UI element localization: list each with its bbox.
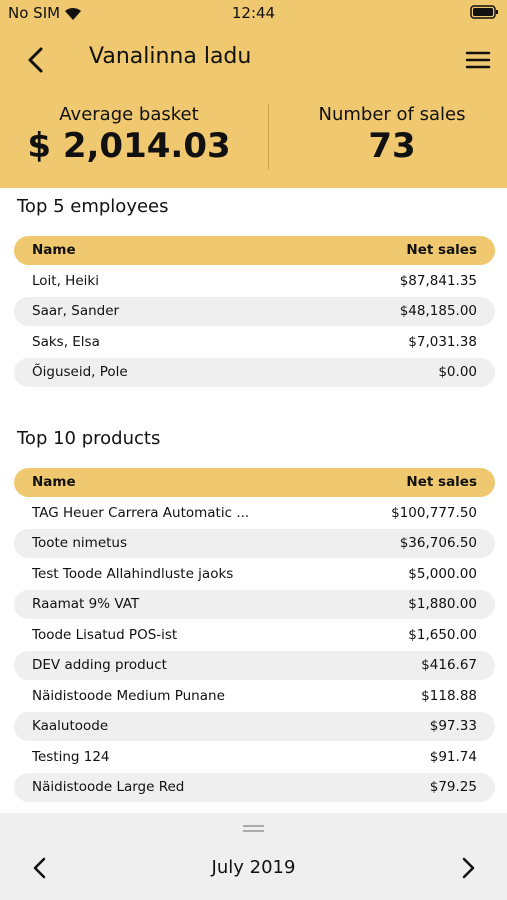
row-name: Kaalutoode [32, 718, 109, 734]
drag-handle[interactable] [243, 825, 264, 827]
stat-value: $ 2,014.03 [27, 126, 231, 166]
wifi-icon [65, 7, 81, 21]
table-row[interactable]: DEV adding product $416.67 [14, 651, 495, 680]
table-row[interactable]: Raamat 9% VAT $1,880.00 [14, 590, 495, 619]
column-header: Net sales [406, 242, 477, 258]
stat-label: Average basket [59, 104, 199, 125]
table-row[interactable]: Näidistoode Medium Punane $118.88 [14, 682, 495, 711]
row-net-sales: $1,650.00 [408, 626, 477, 643]
header-bar [0, 0, 507, 188]
carrier: No SIM [8, 4, 61, 22]
row-net-sales: $1,880.00 [408, 596, 477, 612]
row-net-sales: $7,031.38 [408, 333, 477, 350]
row-net-sales: $87,841.35 [399, 272, 477, 289]
table-row[interactable]: Toode Lisatud POS-ist $1,650.00 [14, 621, 495, 650]
row-name: DEV adding product [32, 657, 167, 673]
table-row[interactable]: TAG Heuer Carrera Automatic ... $100,777.… [14, 499, 495, 528]
row-name: Näidistoode Medium Punane [32, 687, 225, 704]
column-header: Net sales [406, 474, 477, 490]
table-row[interactable]: Toote nimetus $36,706.50 [14, 529, 495, 558]
column-header: Name [32, 474, 76, 490]
row-net-sales: $79.25 [429, 779, 477, 795]
row-name: Õiguseid, Pole [32, 364, 128, 380]
row-net-sales: $97.33 [429, 718, 477, 734]
battery-icon [470, 5, 498, 19]
row-name: TAG Heuer Carrera Automatic ... [32, 504, 250, 521]
period: July 2019 [211, 857, 296, 878]
table-row[interactable]: Saks, Elsa $7,031.38 [14, 328, 495, 357]
row-net-sales: $118.88 [421, 687, 477, 704]
footer-bar [0, 813, 507, 900]
row-name: Raamat 9% VAT [32, 596, 140, 612]
next-button[interactable] [458, 856, 478, 880]
table-row[interactable]: Näidistoode Large Red $79.25 [14, 773, 495, 802]
row-name: Näidistoode Large Red [32, 779, 185, 795]
table-row[interactable]: Saar, Sander $48,185.00 [14, 297, 495, 326]
table-row[interactable]: Testing 124 $91.74 [14, 743, 495, 772]
row-name: Toote nimetus [32, 535, 128, 551]
row-name: Saar, Sander [32, 303, 120, 319]
row-name: Test Toode Allahindluste jaoks [32, 565, 234, 582]
stat-label: Number of sales [318, 104, 466, 125]
table-header: Name Net sales [14, 468, 495, 497]
column-header: Name [32, 242, 76, 258]
table-row[interactable]: Õiguseid, Pole $0.00 [14, 358, 495, 387]
table-row[interactable]: Loit, Heiki $87,841.35 [14, 267, 495, 296]
stat-value: 73 [368, 126, 416, 166]
row-name: Toode Lisatud POS-ist [32, 626, 178, 643]
row-net-sales: $416.67 [421, 657, 477, 673]
row-name: Testing 124 [32, 748, 110, 765]
row-net-sales: $91.74 [429, 748, 477, 765]
table-row[interactable]: Test Toode Allahindluste jaoks $5,000.00 [14, 560, 495, 589]
row-name: Saks, Elsa [32, 333, 100, 350]
back-button[interactable] [24, 46, 48, 74]
page-title: Vanalinna ladu [89, 44, 252, 69]
table-header: Name Net sales [14, 236, 495, 265]
prev-button[interactable] [30, 856, 50, 880]
time: 12:44 [231, 4, 276, 22]
row-net-sales: $48,185.00 [399, 303, 477, 319]
section-title: Top 5 employees [17, 196, 169, 217]
section-title: Top 10 products [17, 428, 161, 449]
table-row[interactable]: Kaalutoode $97.33 [14, 712, 495, 741]
menu-button[interactable] [465, 50, 491, 70]
row-net-sales: $36,706.50 [399, 535, 477, 551]
divider [268, 104, 269, 170]
row-net-sales: $5,000.00 [408, 565, 477, 582]
row-net-sales: $100,777.50 [391, 504, 477, 521]
row-net-sales: $0.00 [438, 364, 477, 380]
row-name: Loit, Heiki [32, 272, 99, 289]
